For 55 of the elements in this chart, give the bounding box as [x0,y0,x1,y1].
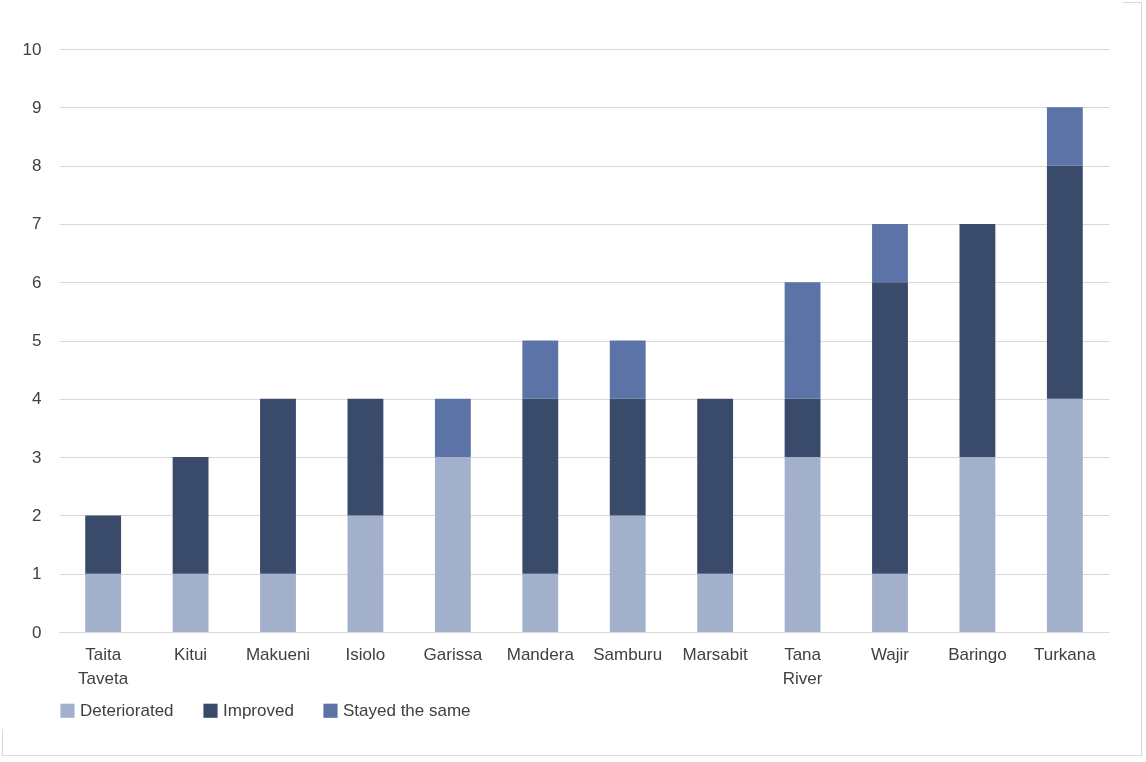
x-tick-label: Tana River [782,644,823,688]
bar [1046,107,1083,166]
bar [260,573,296,632]
y-tick-label: 1 [32,564,42,584]
bar [172,457,209,574]
bar [1046,398,1083,632]
bar [522,340,559,399]
bar [959,223,996,458]
y-tick-label: 6 [32,272,42,292]
x-tick-label: Makueni [245,644,311,664]
y-tick-label: 8 [32,156,42,176]
bar [697,573,734,632]
y-tick-label: 3 [32,447,42,467]
x-tick-label: Wajir [870,644,910,664]
x-tick-label: Isiolo [345,644,386,664]
bar [609,340,646,399]
bar [434,398,471,458]
bar [172,573,209,632]
legend-label: Deteriorated [80,700,174,720]
bar [609,515,646,632]
bar [85,573,122,632]
x-tick-label: Marsabit [682,644,749,664]
x-tick-label: Turkana [1033,644,1097,664]
bar [347,515,384,632]
bar [522,398,559,574]
x-tick-label: Baringo [948,644,1007,664]
bar [872,573,908,632]
x-tick-label: Kitui [174,644,208,664]
x-tick-label: Garissa [423,644,483,664]
y-tick-label: 0 [32,622,42,642]
x-tick-label: Mandera [506,644,575,664]
y-tick-label: 4 [32,389,42,409]
y-tick-label: 10 [22,39,42,59]
legend-label: Improved [223,700,294,720]
bar [434,457,471,632]
bar [85,515,122,574]
x-tick-label: Samburu [593,644,663,664]
bar [260,398,296,574]
y-tick-label: 5 [32,331,42,350]
y-tick-label: 9 [32,97,42,117]
legend-label: Stayed the same [343,700,471,720]
y-tick-label: 7 [32,214,42,234]
bar [784,457,821,632]
bar [347,398,384,516]
bar [784,398,821,458]
bar [609,398,646,516]
y-tick-label: 2 [32,505,42,525]
bar [784,282,821,399]
x-tick-label: Taita Taveta [78,644,129,688]
bar [959,457,996,632]
bar [872,223,908,283]
bar [1046,165,1083,399]
bar [872,282,908,574]
bar [522,573,559,632]
bar [697,398,734,574]
